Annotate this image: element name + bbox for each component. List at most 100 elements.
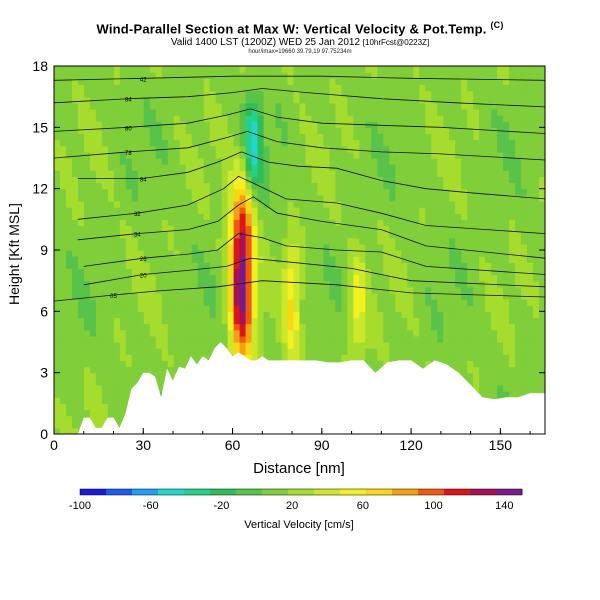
field-cell xyxy=(491,231,498,239)
field-cell xyxy=(425,90,432,98)
field-cell xyxy=(185,292,193,300)
field-cell xyxy=(95,115,103,122)
field-cell xyxy=(227,127,235,135)
field-cell xyxy=(521,170,528,177)
field-cell xyxy=(527,231,534,239)
field-cell xyxy=(329,127,337,135)
field-cell xyxy=(83,360,91,368)
field-cell xyxy=(221,323,229,331)
field-cell xyxy=(305,66,313,73)
field-cell xyxy=(425,194,432,202)
field-cell xyxy=(65,311,73,319)
field-cell xyxy=(113,323,121,331)
field-cell xyxy=(167,96,175,104)
field-cell xyxy=(245,194,253,202)
field-cell xyxy=(383,182,390,190)
field-cell xyxy=(467,213,474,220)
field-cell xyxy=(167,231,175,239)
field-cell xyxy=(533,170,540,177)
field-cell xyxy=(329,213,337,220)
field-cell xyxy=(143,286,151,294)
field-cell xyxy=(419,121,426,128)
field-cell xyxy=(167,151,175,159)
field-cell xyxy=(311,299,319,306)
field-cell xyxy=(137,256,145,263)
field-cell xyxy=(305,213,313,220)
field-cell xyxy=(335,256,343,263)
field-cell xyxy=(509,274,516,282)
field-cell xyxy=(437,256,444,263)
field-cell xyxy=(317,151,325,159)
field-cell xyxy=(449,225,456,233)
field-cell xyxy=(443,176,450,184)
field-cell xyxy=(497,323,504,331)
field-cell xyxy=(299,213,307,220)
field-cell xyxy=(275,292,283,300)
field-cell xyxy=(299,145,307,153)
field-cell xyxy=(167,274,175,282)
field-cell xyxy=(65,170,73,177)
field-cell xyxy=(533,292,540,300)
field-cell xyxy=(515,311,522,319)
field-cell xyxy=(395,317,402,325)
field-cell xyxy=(539,280,545,288)
field-cell xyxy=(185,151,193,159)
field-cell xyxy=(197,182,205,190)
field-cell xyxy=(149,286,157,294)
field-cell xyxy=(89,102,97,110)
field-cell xyxy=(533,342,540,349)
field-cell xyxy=(467,176,474,184)
field-cell xyxy=(191,207,199,214)
field-cell xyxy=(209,243,217,251)
field-cell xyxy=(173,127,181,135)
field-cell xyxy=(383,225,390,233)
field-cell xyxy=(287,78,295,85)
field-cell xyxy=(131,72,139,79)
field-cell xyxy=(95,360,103,368)
field-cell xyxy=(89,66,97,73)
field-cell xyxy=(113,66,121,73)
field-cell xyxy=(359,133,366,141)
field-cell xyxy=(239,225,247,233)
field-cell xyxy=(101,237,109,245)
field-cell xyxy=(449,329,456,337)
field-cell xyxy=(293,182,301,190)
field-cell xyxy=(287,145,295,153)
field-cell xyxy=(161,256,169,263)
field-cell xyxy=(173,72,181,79)
field-cell xyxy=(443,348,450,355)
field-cell xyxy=(95,305,103,312)
field-cell xyxy=(479,256,486,263)
field-cell xyxy=(209,102,217,110)
field-cell xyxy=(539,194,545,202)
field-cell xyxy=(95,274,103,282)
field-cell xyxy=(59,164,67,171)
field-cell xyxy=(185,335,193,343)
field-cell xyxy=(173,78,181,85)
field-cell xyxy=(389,311,396,319)
field-cell xyxy=(167,237,175,245)
field-cell xyxy=(173,292,181,300)
field-cell xyxy=(419,133,426,141)
field-cell xyxy=(245,292,253,300)
field-cell xyxy=(167,90,175,98)
field-cell xyxy=(377,354,384,361)
field-cell xyxy=(293,108,301,116)
field-cell xyxy=(215,335,223,343)
field-cell xyxy=(503,384,510,392)
field-cell xyxy=(431,329,438,337)
field-cell xyxy=(71,225,79,233)
field-cell xyxy=(389,84,396,92)
field-cell xyxy=(353,354,360,361)
field-cell xyxy=(383,231,390,239)
field-cell xyxy=(101,286,109,294)
field-cell xyxy=(221,237,229,245)
field-cell xyxy=(245,213,253,220)
field-cell xyxy=(191,194,199,202)
field-cell xyxy=(455,108,462,116)
field-cell xyxy=(341,84,348,92)
field-cell xyxy=(137,305,145,312)
field-cell xyxy=(329,305,337,312)
field-cell xyxy=(323,311,331,319)
field-cell xyxy=(149,335,157,343)
